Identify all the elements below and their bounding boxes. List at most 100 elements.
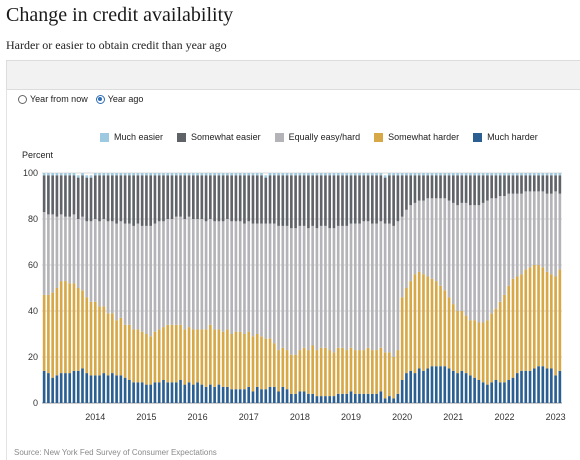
bar-segment xyxy=(545,271,549,369)
bar-segment xyxy=(336,225,340,348)
bar-segment xyxy=(234,175,238,222)
bar-segment xyxy=(324,396,327,403)
bar-segment xyxy=(456,173,459,176)
bar-segment xyxy=(409,175,413,206)
bar-segment xyxy=(383,398,387,403)
bar-segment xyxy=(247,173,251,176)
bar-segment xyxy=(191,384,195,403)
radio-unchecked-icon[interactable] xyxy=(18,94,27,104)
radio-year-from-now[interactable]: Year from now xyxy=(18,94,88,104)
bar-segment xyxy=(324,347,327,397)
bar-segment xyxy=(486,175,489,201)
bar-segment xyxy=(234,221,238,332)
bar-segment xyxy=(89,177,93,222)
legend-item-somewhat-harder[interactable]: Somewhat harder xyxy=(374,132,459,142)
legend-item-much-easier[interactable]: Much easier xyxy=(100,132,163,142)
y-tick-label: 60 xyxy=(28,260,38,270)
bar-segment xyxy=(537,173,540,176)
bar-segment xyxy=(439,173,442,176)
bar-segment xyxy=(243,334,246,390)
bar-segment xyxy=(528,173,532,176)
bar-segment xyxy=(85,373,89,403)
bar-segment xyxy=(213,173,216,176)
bar-segment xyxy=(47,173,50,176)
bar-segment xyxy=(187,327,191,383)
bar-segment xyxy=(511,173,515,176)
bar-segment xyxy=(358,175,361,224)
bar-segment xyxy=(371,350,374,394)
bar-segment xyxy=(59,373,63,403)
bar-segment xyxy=(349,223,353,348)
bar-segment xyxy=(179,216,182,325)
bar-segment xyxy=(230,173,233,176)
bar-segment xyxy=(213,175,216,222)
bar-segment xyxy=(439,175,442,199)
bar-segment xyxy=(332,173,336,176)
legend-swatch xyxy=(100,132,109,142)
y-axis-title: Percent xyxy=(22,150,54,160)
bar-segment xyxy=(217,175,221,222)
bar-segment xyxy=(81,216,84,291)
bar-segment xyxy=(400,175,404,217)
bar-segment xyxy=(451,304,455,371)
bar-segment xyxy=(157,382,161,403)
radio-checked-icon[interactable] xyxy=(95,94,105,104)
bar-segment xyxy=(324,173,327,176)
bar-segment xyxy=(349,347,353,392)
bar-segment xyxy=(545,173,549,176)
bar-segment xyxy=(251,173,255,176)
bar-segment xyxy=(145,334,148,385)
bar-segment xyxy=(503,173,506,176)
bar-segment xyxy=(524,269,528,371)
bar-segment xyxy=(200,175,204,219)
bar-segment xyxy=(524,175,528,192)
bar-segment xyxy=(315,175,319,229)
bar-segment xyxy=(277,173,280,176)
legend-label: Equally easy/hard xyxy=(288,132,361,142)
legend-item-much-harder[interactable]: Much harder xyxy=(473,132,538,142)
bar-segment xyxy=(81,290,84,369)
y-tick-label: 0 xyxy=(33,398,38,408)
bar-segment xyxy=(145,225,148,334)
bar-segment xyxy=(498,175,502,196)
bar-segment xyxy=(85,177,89,222)
bar-segment xyxy=(383,177,387,224)
bar-segment xyxy=(388,352,391,397)
bar-segment xyxy=(209,175,212,219)
bar-segment xyxy=(371,175,374,224)
bar-segment xyxy=(486,384,489,403)
bar-segment xyxy=(532,191,536,265)
bar-segment xyxy=(294,175,297,229)
bar-segment xyxy=(417,200,421,272)
legend-item-somewhat-easier[interactable]: Somewhat easier xyxy=(177,132,261,142)
bar-segment xyxy=(307,175,310,229)
bar-segment xyxy=(128,380,131,403)
bar-segment xyxy=(187,173,191,176)
bar-segment xyxy=(64,175,67,217)
bar-segment xyxy=(183,219,187,330)
bar-segment xyxy=(507,175,511,194)
bar-segment xyxy=(464,373,468,403)
bar-segment xyxy=(298,225,302,351)
bar-segment xyxy=(477,380,481,403)
bar-segment xyxy=(115,320,118,376)
bar-segment xyxy=(153,175,157,224)
bar-segment xyxy=(558,193,562,270)
bar-segment xyxy=(264,338,268,390)
bar-segment xyxy=(345,393,349,403)
radio-year-ago[interactable]: Year ago xyxy=(95,94,143,104)
bar-segment xyxy=(128,173,131,176)
bar-segment xyxy=(226,386,229,403)
legend-item-equally[interactable]: Equally easy/hard xyxy=(274,132,361,142)
bar-segment xyxy=(358,223,361,351)
bar-segment xyxy=(98,375,101,403)
bar-segment xyxy=(460,173,464,176)
bar-segment xyxy=(426,276,430,369)
bar-segment xyxy=(464,315,468,374)
bar-segment xyxy=(371,223,374,351)
bar-segment xyxy=(123,173,127,176)
bar-segment xyxy=(136,173,140,176)
bar-segment xyxy=(520,193,523,275)
bar-segment xyxy=(81,175,84,217)
bar-segment xyxy=(209,324,212,385)
